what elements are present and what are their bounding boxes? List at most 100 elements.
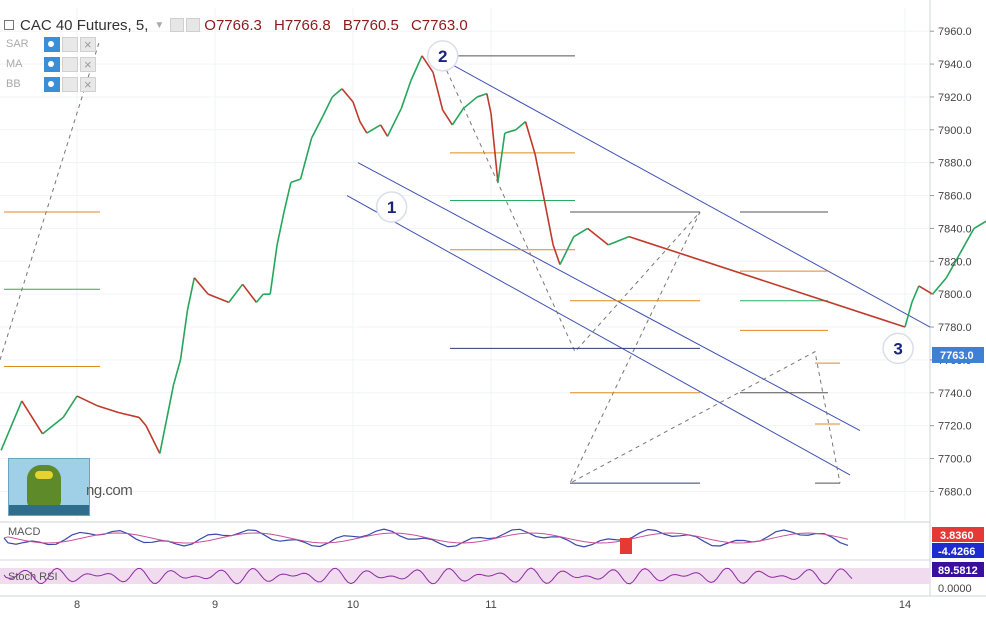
x-tick-label: 10 xyxy=(347,599,359,611)
y-tick-label: 7920.0 xyxy=(938,92,972,104)
price-segment xyxy=(959,228,975,254)
wave-label-circle xyxy=(426,40,459,72)
macd-histogram-bar xyxy=(620,538,632,554)
high-value: H7766.8 xyxy=(274,16,331,34)
price-segment xyxy=(973,220,986,230)
snake-logo xyxy=(8,458,90,516)
price-segment xyxy=(587,227,609,246)
price-segment xyxy=(118,411,140,419)
price-segment xyxy=(269,244,278,295)
watermark-text: ng.com xyxy=(86,482,133,499)
y-tick-label: 7860.0 xyxy=(938,191,972,203)
macd-value-badge xyxy=(932,527,984,542)
close-icon[interactable] xyxy=(80,56,96,72)
channel-mid xyxy=(357,162,861,432)
price-segment xyxy=(542,195,554,246)
wave-label: 1 xyxy=(387,198,396,217)
stoch-band xyxy=(0,568,930,584)
collapse-icon[interactable] xyxy=(4,20,14,30)
price-segment xyxy=(0,400,23,451)
symbol-title: CAC 40 Futures, 5, xyxy=(20,16,149,34)
price-segment xyxy=(76,395,99,407)
price-segment xyxy=(608,235,630,246)
channel-lower xyxy=(346,195,851,476)
wave-label-circle xyxy=(375,191,408,223)
price-segment xyxy=(386,108,403,137)
price-segment xyxy=(504,129,517,134)
indicator-row-ma[interactable]: MA xyxy=(6,56,96,72)
price-segment xyxy=(207,293,230,304)
price-segment xyxy=(283,182,292,213)
gear-icon[interactable] xyxy=(62,36,78,52)
stoch-value-badge xyxy=(932,562,984,577)
price-segment xyxy=(573,227,589,238)
price-segment xyxy=(352,101,361,122)
visibility-icon[interactable] xyxy=(170,18,185,32)
stoch-label: Stoch RSI xyxy=(8,571,58,583)
indicator-label: MA xyxy=(6,58,23,70)
price-segment xyxy=(241,283,258,303)
price-segment xyxy=(341,88,354,103)
settings-icon[interactable] xyxy=(186,18,201,32)
price-segment xyxy=(62,395,78,418)
price-segment xyxy=(515,120,527,131)
y-tick-label: 7720.0 xyxy=(938,421,972,433)
macd-line xyxy=(3,528,849,548)
x-tick-label: 14 xyxy=(899,599,911,611)
gear-icon[interactable] xyxy=(62,56,78,72)
price-segment xyxy=(462,96,478,110)
price-segment xyxy=(931,277,948,295)
interval-chevron-icon[interactable]: ▼ xyxy=(154,19,165,31)
series-controls xyxy=(170,18,201,32)
price-segment xyxy=(179,310,189,361)
price-segment xyxy=(42,416,64,435)
price-segment xyxy=(228,283,244,303)
x-tick-label: 9 xyxy=(212,599,218,611)
price-segment xyxy=(193,277,209,295)
price-segment xyxy=(145,425,161,454)
channel-upper xyxy=(435,55,931,328)
y-tick-label: 7940.0 xyxy=(938,59,972,71)
indicator-label: SAR xyxy=(6,38,29,50)
indicator-row-sar[interactable]: SAR xyxy=(6,36,96,52)
price-segment xyxy=(559,236,575,265)
price-segment xyxy=(945,252,961,279)
price-segment xyxy=(451,107,465,126)
ohlc-readout: O7766.3 H7766.8 B7760.5 C7763.0 xyxy=(204,17,475,34)
macd-signal-label: -4.4266 xyxy=(938,546,975,558)
close-icon[interactable] xyxy=(80,76,96,92)
price-segment xyxy=(97,405,119,414)
y-tick-label: 7800.0 xyxy=(938,289,972,301)
y-tick-label: 7880.0 xyxy=(938,158,972,170)
last-price-badge xyxy=(932,346,984,363)
price-segment xyxy=(486,93,492,114)
indicator-label: BB xyxy=(6,78,21,90)
gear-icon[interactable] xyxy=(62,76,78,92)
y-tick-label: 7840.0 xyxy=(938,223,972,235)
price-segment xyxy=(331,88,343,98)
price-segment xyxy=(442,109,454,126)
price-segment xyxy=(534,154,545,196)
price-segment xyxy=(138,416,147,427)
close-icon[interactable] xyxy=(80,36,96,52)
price-segment xyxy=(186,277,196,311)
eye-icon[interactable] xyxy=(44,76,60,92)
price-segment xyxy=(410,55,423,81)
price-segment xyxy=(366,124,382,134)
price-segment xyxy=(911,285,920,303)
last-price-label: 7763.0 xyxy=(940,350,974,362)
symbol-header: CAC 40 Futures, 5, ▼ O7766.3 H7766.8 B77… xyxy=(4,14,476,36)
y-tick-label: 7700.0 xyxy=(938,454,972,466)
x-tick-label: 11 xyxy=(485,599,496,611)
y-tick-label: 7960.0 xyxy=(938,26,972,38)
price-segment xyxy=(379,124,389,137)
macd-signal-badge xyxy=(932,543,984,558)
price-segment xyxy=(310,116,324,139)
indicator-row-bb[interactable]: BB xyxy=(6,76,96,92)
price-segment xyxy=(497,132,506,183)
eye-icon[interactable] xyxy=(44,36,60,52)
price-segment xyxy=(255,293,264,303)
y-tick-label: 7680.0 xyxy=(938,486,972,498)
eye-icon[interactable] xyxy=(44,56,60,72)
